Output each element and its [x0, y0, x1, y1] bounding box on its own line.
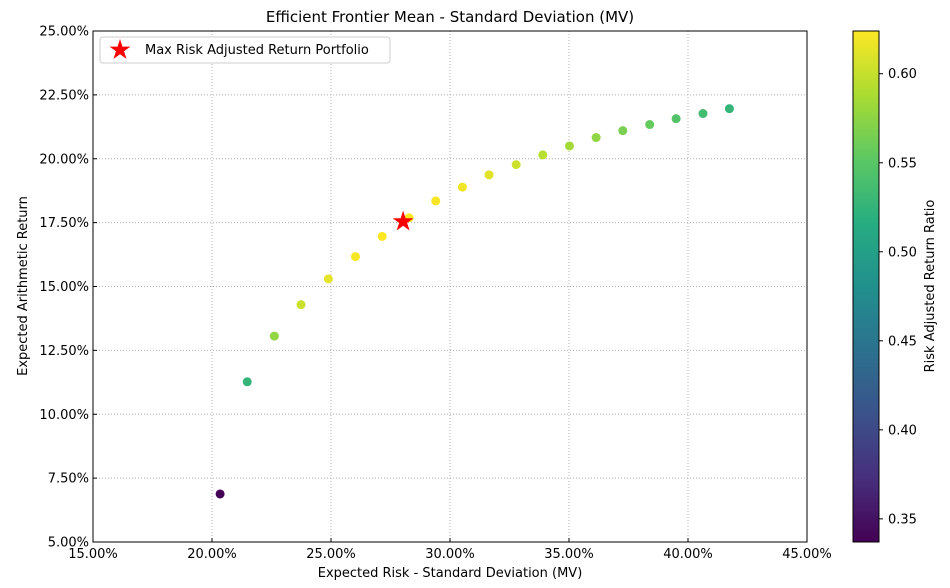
scatter-point: [511, 160, 521, 170]
colorbar-tick-label: 0.60: [888, 67, 917, 82]
max-risk-adjusted-star: [392, 210, 414, 231]
x-tick-label: 45.00%: [782, 547, 832, 562]
scatter-point: [671, 114, 681, 124]
grid-lines: [92, 30, 808, 543]
scatter-point: [351, 252, 361, 262]
x-tick-label: 25.00%: [306, 547, 356, 562]
y-axis-label: Expected Arithmetic Return: [16, 196, 31, 376]
colorbar-tick-label: 0.55: [888, 156, 917, 171]
colorbar-gradient: [852, 30, 880, 543]
colorbar-tick-label: 0.40: [888, 423, 917, 438]
y-tick-label: 25.00%: [39, 25, 89, 40]
legend: Max Risk Adjusted Return Portfolio: [99, 36, 391, 64]
y-tick-label: 15.00%: [39, 280, 89, 295]
scatter-point: [564, 141, 574, 151]
x-tick-label: 40.00%: [663, 547, 713, 562]
scatter-point: [242, 377, 252, 387]
highlight-layer: [392, 210, 414, 231]
legend-star-icon: [109, 39, 131, 59]
scatter-point: [591, 133, 601, 143]
legend-box: [99, 36, 391, 64]
y-axis-ticks: 5.00% 7.50% 10.00% 12.50% 15.00% 17.50% 20.00%…: [39, 25, 97, 551]
scatter-point: [618, 126, 628, 136]
colorbar-ticks: 0.35 0.40 0.45 0.50 0.55 0.60: [879, 67, 917, 527]
y-tick-label: 7.50%: [48, 472, 89, 487]
colorbar-tick-label: 0.45: [888, 334, 917, 349]
scatter-point: [538, 150, 548, 160]
scatter-point: [269, 331, 279, 341]
y-tick-label: 20.00%: [39, 152, 89, 167]
scatter-point: [484, 170, 494, 180]
scatter-point: [724, 104, 734, 114]
y-tick-label: 17.50%: [39, 216, 89, 231]
x-tick-label: 35.00%: [544, 547, 594, 562]
y-tick-label: 10.00%: [39, 408, 89, 423]
colorbar: 0.35 0.40 0.45 0.50 0.55 0.60 Risk Adjusted R…: [852, 30, 938, 543]
y-tick-label: 22.50%: [39, 88, 89, 103]
colorbar-label: Risk Adjusted Return Ratio: [923, 200, 938, 373]
scatter-point: [645, 120, 655, 130]
scatter-points: [215, 104, 734, 499]
scatter-point: [377, 231, 387, 241]
legend-label: Max Risk Adjusted Return Portfolio: [145, 43, 369, 58]
x-tick-label: 20.00%: [187, 547, 237, 562]
scatter-point: [431, 196, 441, 206]
colorbar-tick-label: 0.35: [888, 512, 917, 527]
x-axis-label: Expected Risk - Standard Deviation (MV): [318, 566, 583, 581]
scatter-point: [457, 182, 467, 192]
scatter-point: [215, 489, 225, 499]
x-axis-ticks: 15.00% 20.00% 25.00% 30.00% 35.00% 40.00% 45.0…: [68, 538, 832, 562]
scatter-point: [698, 109, 708, 119]
scatter-point: [323, 274, 333, 284]
x-tick-label: 15.00%: [68, 547, 118, 562]
chart-title: Efficient Frontier Mean - Standard Devia…: [266, 8, 634, 26]
y-tick-label: 5.00%: [48, 536, 89, 551]
x-tick-label: 30.00%: [425, 547, 475, 562]
colorbar-tick-label: 0.50: [888, 245, 917, 260]
scatter-point: [296, 300, 306, 310]
y-tick-label: 12.50%: [39, 344, 89, 359]
